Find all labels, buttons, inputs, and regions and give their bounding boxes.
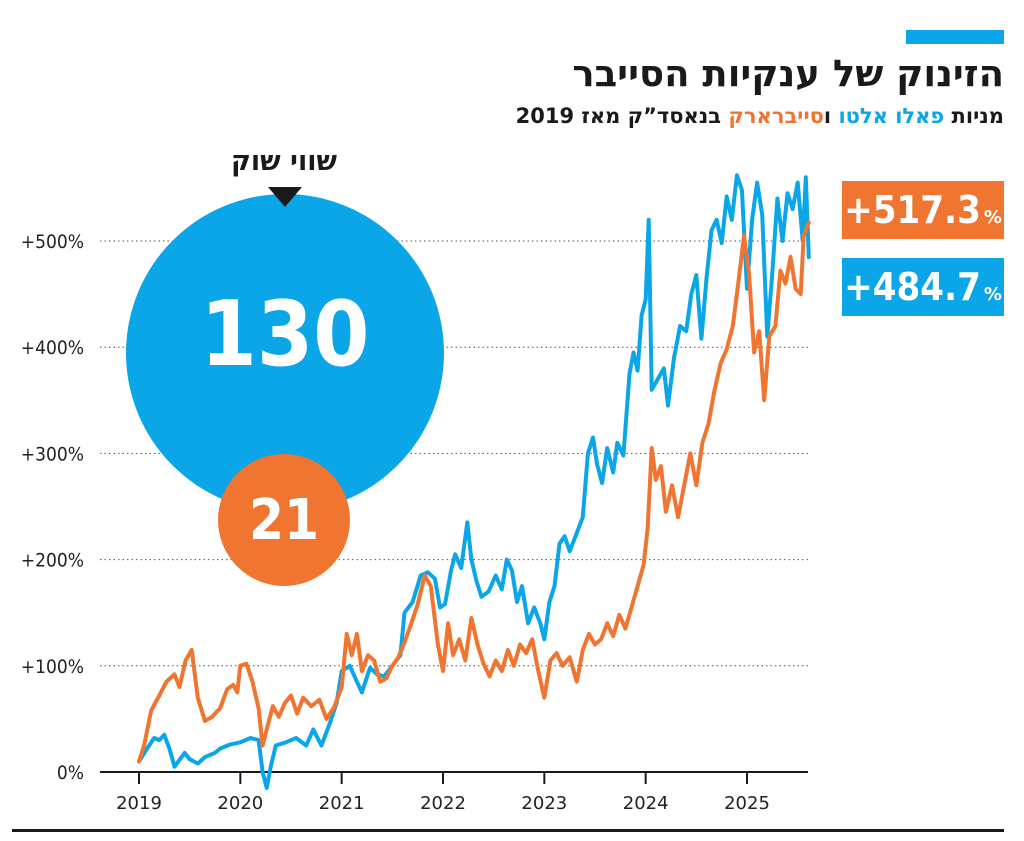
market-cap-pointer-icon: [268, 187, 302, 207]
y-tick-label: +500%: [21, 231, 84, 253]
palo-alto-market-cap-value: 130: [200, 281, 370, 387]
subtitle-part-cyberark: סייברארק: [728, 104, 824, 128]
palo-alto-change-unit: %: [983, 283, 1002, 305]
x-tick-label: 2021: [319, 793, 365, 814]
cyberark-market-cap-value: 21: [248, 487, 320, 553]
subtitle-part-1: מניות: [944, 104, 1004, 128]
cyberark-change-badge: +517.3%: [842, 181, 1004, 239]
cyberark-change-unit: %: [983, 206, 1002, 228]
subtitle-part-5: בנאסד”ק מאז 2019: [515, 104, 729, 128]
x-tick-label: 2019: [116, 793, 162, 814]
chart-title: הזינוק של ענקיות הסייבר: [572, 52, 1004, 95]
y-tick-label: +300%: [21, 443, 84, 465]
subtitle-part-3: ו: [823, 104, 839, 128]
cyberark-market-cap-circle: 21: [218, 454, 350, 586]
x-tick-label: 2020: [217, 793, 263, 814]
x-tick-label: 2025: [724, 793, 770, 814]
palo-alto-change-badge: +484.7%: [842, 258, 1004, 316]
y-tick-label: +200%: [21, 550, 84, 572]
x-tick-label: 2023: [521, 793, 567, 814]
accent-bar: [906, 30, 1004, 44]
palo-alto-series-line: [137, 173, 811, 790]
subtitle-part-palo-alto: פאלו אלטו: [838, 104, 945, 128]
bottom-rule: [12, 829, 1004, 832]
chart-subtitle: מניות פאלו אלטו וסייברארק בנאסד”ק מאז 20…: [516, 104, 1004, 128]
y-tick-label: 0%: [57, 762, 84, 784]
market-cap-label: שווי שוק: [231, 146, 337, 177]
cyberark-series-line: [137, 220, 811, 764]
x-tick-label: 2024: [623, 793, 669, 814]
y-tick-label: +100%: [21, 656, 84, 678]
palo-alto-change-value: +484.7: [844, 265, 981, 309]
cyberark-change-value: +517.3: [844, 188, 981, 232]
x-tick-label: 2022: [420, 793, 466, 814]
y-tick-label: +400%: [21, 337, 84, 359]
